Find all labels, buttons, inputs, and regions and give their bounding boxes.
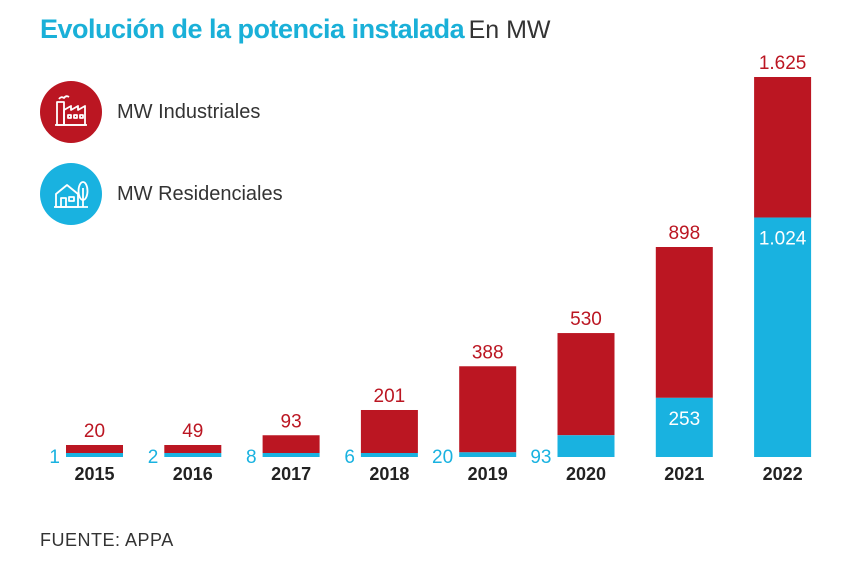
bar-industrial-2018 [360,409,418,453]
label-industrial-2022: 1.625 [759,53,807,74]
tick-label-2017: 2017 [271,464,311,484]
legend-label-industrial: MW Industriales [117,100,261,123]
bar-industrial-2016 [164,445,222,453]
source-note: FUENTE: APPA [40,530,174,550]
label-industrial-2017: 93 [281,411,302,432]
bar-industrial-2015 [66,445,123,453]
tick-label-2016: 2016 [173,464,213,484]
bar-industrial-2020 [557,333,615,436]
label-residential-2021: 253 [668,409,700,430]
legend-item-industrial: MW Industriales [40,81,260,143]
label-residential-2017: 8 [246,447,257,468]
title-main: Evolución de la potencia instalada [40,14,465,44]
label-industrial-2019: 388 [472,342,504,363]
stacked-bar-chart: 2012015492201693820172016201838820201953… [49,53,812,484]
tick-label-2021: 2021 [664,464,704,484]
bar-residential-2018 [360,453,418,457]
title-unit: En MW [468,16,551,44]
tick-label-2015: 2015 [74,464,114,484]
bar-residential-2017 [262,453,320,457]
legend-label-residential: MW Residenciales [117,182,283,205]
label-residential-2016: 2 [148,447,159,468]
bar-residential-2021 [655,397,713,457]
bar-residential-2022 [754,217,812,457]
bar-residential-2020 [557,435,615,457]
label-industrial-2015: 20 [84,421,105,442]
bar-industrial-2021 [655,247,713,398]
label-industrial-2018: 201 [374,386,406,407]
label-residential-2020: 93 [530,447,551,468]
bar-industrial-2017 [262,435,320,453]
tick-label-2022: 2022 [763,464,803,484]
bar-residential-2015 [66,453,123,457]
bar-residential-2019 [459,452,517,457]
label-industrial-2020: 530 [570,309,602,330]
tick-label-2020: 2020 [566,464,606,484]
label-residential-2018: 6 [344,447,355,468]
label-industrial-2016: 49 [182,421,203,442]
label-residential-2015: 1 [49,447,60,468]
label-industrial-2021: 898 [668,223,700,244]
factory-icon [40,81,102,143]
bar-residential-2016 [164,453,222,457]
tick-label-2018: 2018 [369,464,409,484]
bar-industrial-2019 [459,366,517,453]
bar-industrial-2022 [754,77,812,218]
tick-label-2019: 2019 [468,464,508,484]
label-residential-2019: 20 [432,447,453,468]
chart-title: Evolución de la potencia instalada En MW [40,14,551,45]
house-tree-icon [40,163,102,225]
legend-item-residential: MW Residenciales [40,163,283,225]
label-residential-2022: 1.024 [759,229,807,250]
